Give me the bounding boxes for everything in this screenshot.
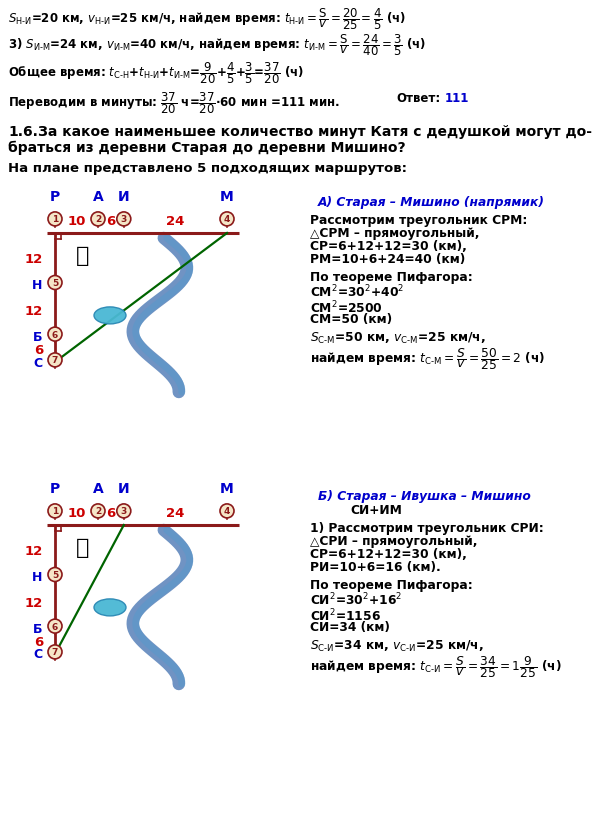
Circle shape (48, 213, 62, 227)
Text: 5: 5 (52, 571, 58, 579)
Text: СИ+ИМ: СИ+ИМ (350, 504, 402, 516)
Text: СИ$^2$=1156: СИ$^2$=1156 (310, 607, 381, 624)
Text: 10: 10 (67, 506, 86, 519)
Text: 4: 4 (224, 215, 230, 224)
Circle shape (48, 327, 62, 342)
Text: 7: 7 (52, 648, 58, 657)
Text: Р: Р (50, 481, 60, 495)
Text: браться из деревни Старая до деревни Мишино?: браться из деревни Старая до деревни Миш… (8, 141, 406, 155)
Text: 12: 12 (25, 253, 43, 266)
Text: Б: Б (33, 330, 42, 343)
Circle shape (48, 353, 62, 367)
Text: А: А (92, 481, 103, 495)
Circle shape (48, 276, 62, 290)
Text: За какое наименьшее количество минут Катя с дедушкой могут до-: За какое наименьшее количество минут Кат… (38, 125, 592, 139)
Text: 3) $S_{\rm И\text{-}М}$=24 км, $v_{\rm И\text{-}М}$=40 км/ч, найдем время: $t_{\: 3) $S_{\rm И\text{-}М}$=24 км, $v_{\rm И… (8, 32, 426, 58)
Text: 🐎: 🐎 (76, 538, 89, 557)
Text: $S_{\rm С\text{-}М}$=50 км, $v_{\rm С\text{-}М}$=25 км/ч,: $S_{\rm С\text{-}М}$=50 км, $v_{\rm С\te… (310, 331, 486, 346)
Text: И: И (118, 189, 130, 203)
Text: М: М (220, 481, 234, 495)
Text: СИ$^2$=30$^2$+16$^2$: СИ$^2$=30$^2$+16$^2$ (310, 591, 402, 608)
Text: СМ$^2$=2500: СМ$^2$=2500 (310, 299, 383, 316)
Text: А) Старая – Мишино (напрямик): А) Старая – Мишино (напрямик) (318, 196, 545, 208)
Circle shape (48, 504, 62, 519)
Text: А: А (92, 189, 103, 203)
Text: 24: 24 (166, 506, 185, 519)
Text: Ответ:: Ответ: (396, 92, 440, 105)
Circle shape (48, 568, 62, 582)
Circle shape (220, 213, 234, 227)
Text: На плане представлено 5 подходящих маршрутов:: На плане представлено 5 подходящих маршр… (8, 162, 407, 174)
Text: С: С (33, 648, 42, 661)
Text: Р: Р (50, 189, 60, 203)
Text: Переводим в минуты: $\dfrac{37}{20}$ ч=$\dfrac{37}{20}$·60 мин =111 мин.: Переводим в минуты: $\dfrac{37}{20}$ ч=$… (8, 90, 340, 116)
Text: 6: 6 (52, 622, 58, 631)
Text: 6: 6 (106, 215, 115, 227)
Circle shape (117, 504, 131, 519)
Text: Б) Старая – Ивушка – Мишино: Б) Старая – Ивушка – Мишино (318, 490, 531, 502)
Text: 1) Рассмотрим треугольник СРИ:: 1) Рассмотрим треугольник СРИ: (310, 521, 544, 534)
Text: 7: 7 (52, 356, 58, 365)
Text: Б: Б (33, 622, 42, 635)
Text: $S_{\rm Н\text{-}И}$=20 км, $v_{\rm Н\text{-}И}$=25 км/ч, найдем время: $t_{\rm : $S_{\rm Н\text{-}И}$=20 км, $v_{\rm Н\te… (8, 6, 406, 31)
Text: Общее время: $t_{\rm С\text{-}Н}$+$t_{\rm Н\text{-}И}$+$t_{\rm И\text{-}М}$=$\df: Общее время: $t_{\rm С\text{-}Н}$+$t_{\r… (8, 60, 304, 85)
Text: найдем время: $t_{\rm С\text{-}М}=\dfrac{S}{v}=\dfrac{50}{25}=2$ (ч): найдем время: $t_{\rm С\text{-}М}=\dfrac… (310, 346, 545, 371)
Circle shape (220, 504, 234, 519)
Circle shape (91, 504, 105, 519)
Circle shape (91, 213, 105, 227)
Text: Н: Н (31, 279, 42, 292)
Text: 6: 6 (34, 343, 43, 356)
Text: По теореме Пифагора:: По теореме Пифагора: (310, 270, 473, 284)
Text: РИ=10+6=16 (км).: РИ=10+6=16 (км). (310, 561, 441, 573)
Text: 4: 4 (224, 507, 230, 516)
Text: 1: 1 (52, 215, 58, 224)
Text: СМ=50 (км): СМ=50 (км) (310, 313, 392, 326)
Text: найдем время: $t_{\rm С\text{-}И}=\dfrac{S}{v}=\dfrac{34}{25}=1\dfrac{9}{25}$ (ч: найдем время: $t_{\rm С\text{-}И}=\dfrac… (310, 653, 562, 679)
Text: 5: 5 (52, 279, 58, 288)
Text: 111: 111 (445, 92, 469, 105)
Text: С: С (33, 356, 42, 369)
Ellipse shape (94, 308, 126, 324)
Text: 2: 2 (95, 215, 101, 224)
Text: 3: 3 (121, 507, 127, 516)
Text: Н: Н (31, 571, 42, 583)
Ellipse shape (94, 600, 126, 616)
Text: 🐎: 🐎 (76, 246, 89, 265)
Text: СИ=34 (км): СИ=34 (км) (310, 620, 390, 633)
Text: 2: 2 (95, 507, 101, 516)
Circle shape (48, 619, 62, 633)
Text: △СРИ – прямоугольный,: △СРИ – прямоугольный, (310, 534, 478, 547)
Text: 3: 3 (121, 215, 127, 224)
Text: $S_{\rm С\text{-}И}$=34 км, $v_{\rm С\text{-}И}$=25 км/ч,: $S_{\rm С\text{-}И}$=34 км, $v_{\rm С\te… (310, 638, 484, 653)
Text: △СРМ – прямоугольный,: △СРМ – прямоугольный, (310, 227, 480, 240)
Text: 1: 1 (52, 507, 58, 516)
Text: 10: 10 (67, 215, 86, 227)
Text: 6: 6 (52, 330, 58, 339)
Text: М: М (220, 189, 234, 203)
Text: И: И (118, 481, 130, 495)
Text: По теореме Пифагора:: По теореме Пифагора: (310, 578, 473, 591)
Text: 1.6.: 1.6. (8, 125, 38, 139)
Circle shape (48, 645, 62, 659)
Text: 12: 12 (25, 596, 43, 609)
Text: 24: 24 (166, 215, 185, 227)
Circle shape (117, 213, 131, 227)
Text: 6: 6 (106, 506, 115, 519)
Text: 6: 6 (34, 635, 43, 648)
Text: 12: 12 (25, 545, 43, 557)
Text: СР=6+12+12=30 (км),: СР=6+12+12=30 (км), (310, 547, 467, 561)
Text: РМ=10+6+24=40 (км): РМ=10+6+24=40 (км) (310, 253, 465, 265)
Text: 12: 12 (25, 304, 43, 318)
Text: СМ$^2$=30$^2$+40$^2$: СМ$^2$=30$^2$+40$^2$ (310, 284, 404, 300)
Text: Рассмотрим треугольник СРМ:: Рассмотрим треугольник СРМ: (310, 213, 527, 227)
Text: СР=6+12+12=30 (км),: СР=6+12+12=30 (км), (310, 240, 467, 253)
